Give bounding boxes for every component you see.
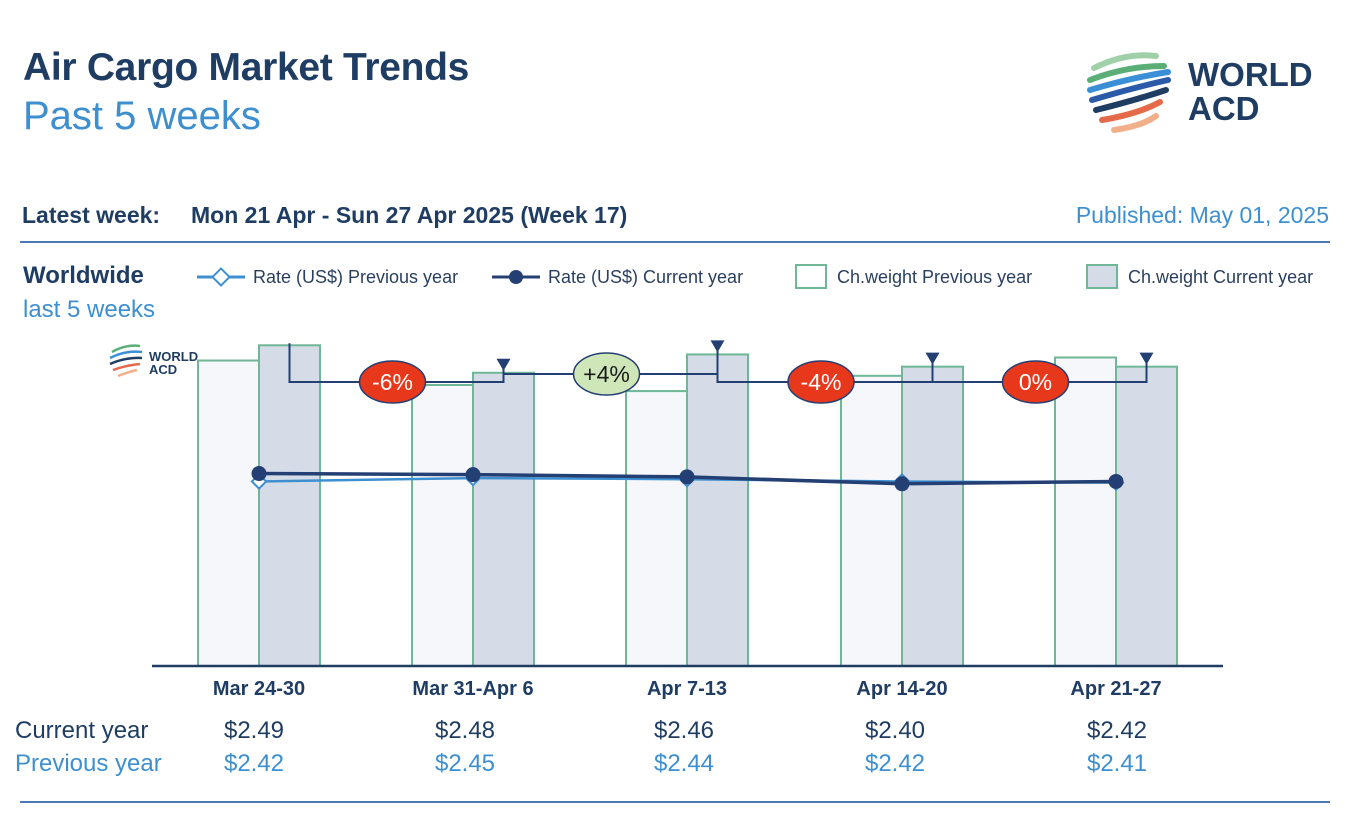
page-subtitle: Past 5 weeks: [23, 94, 261, 138]
change-badge-label: 0%: [1019, 369, 1052, 395]
latest-week-value: Mon 21 Apr - Sun 27 Apr 2025 (Week 17): [191, 202, 628, 228]
watermark-text-acd: ACD: [149, 362, 177, 377]
globe-swoosh-icon: [1087, 52, 1171, 133]
page-title: Air Cargo Market Trends: [23, 46, 470, 89]
world-acd-logo: WORLD ACD: [1087, 52, 1313, 133]
bar-weight-current: [1115, 365, 1178, 668]
bar-weight-previous: [1054, 356, 1117, 668]
latest-week-label: Latest week:: [22, 202, 161, 228]
published-date: Published: May 01, 2025: [1075, 202, 1329, 228]
watermark-swoosh-icon: [109, 344, 143, 378]
x-tick-label: Apr 7-13: [647, 678, 727, 700]
rate-current-value: $2.48: [434, 717, 496, 744]
change-badge-label: -4%: [801, 369, 842, 395]
divider-top: [20, 241, 1330, 243]
rate-current-point: [679, 469, 695, 485]
bar-weight-previous: [625, 390, 688, 667]
rate-previous-value: $2.45: [434, 750, 496, 777]
change-badge: [787, 360, 855, 404]
change-badge: [358, 360, 427, 404]
x-tick-label: Mar 24-30: [213, 678, 305, 700]
rate-current-point: [1108, 473, 1124, 489]
line-dot-icon: [492, 270, 540, 284]
arrow-down-icon: [1139, 352, 1154, 365]
legend-item-rate-previous: Rate (US$) Previous year: [197, 264, 458, 290]
rate-previous-value: $2.44: [653, 750, 715, 777]
chart-watermark: WORLD ACD: [109, 344, 198, 378]
logo-text-acd: ACD: [1188, 90, 1260, 127]
x-tick-label: Mar 31-Apr 6: [412, 678, 533, 700]
hollow-square-icon: [795, 264, 827, 289]
legend-item-weight-current: Ch.weight Current year: [1086, 264, 1313, 290]
legend-label: Ch.weight Current year: [1128, 266, 1314, 287]
divider-bottom: [20, 801, 1330, 803]
rate-current-value: $2.46: [653, 717, 715, 744]
change-badge-label: +4%: [583, 361, 630, 387]
rate-current-value: $2.40: [864, 717, 926, 744]
region-name: Worldwide: [23, 262, 144, 289]
line-diamond-icon: [197, 267, 245, 287]
rate-previous-value: $2.41: [1086, 750, 1148, 777]
row-label-current-year: Current year: [15, 717, 149, 744]
rate-current-point: [894, 476, 910, 492]
arrow-down-icon: [925, 352, 940, 365]
rate-current-point: [251, 466, 267, 482]
rate-current-value: $2.49: [223, 717, 285, 744]
region-period: last 5 weeks: [23, 296, 156, 323]
arrow-down-icon: [710, 340, 725, 353]
change-badge-label: -6%: [372, 369, 413, 395]
bar-weight-current: [901, 365, 964, 668]
legend-label: Rate (US$) Current year: [548, 266, 744, 287]
row-label-previous-year: Previous year: [15, 750, 162, 777]
filled-square-icon: [1086, 264, 1118, 289]
rate-previous-value: $2.42: [864, 750, 926, 777]
bar-weight-previous: [840, 374, 903, 668]
watermark-text-world: WORLD: [149, 349, 198, 364]
change-badge: [572, 352, 641, 396]
arrow-down-icon: [496, 358, 511, 371]
legend-label: Ch.weight Previous year: [837, 266, 1033, 287]
legend-item-weight-previous: Ch.weight Previous year: [795, 264, 1032, 290]
bar-weight-previous: [411, 383, 474, 668]
bar-weight-current: [258, 344, 321, 667]
rate-current-value: $2.42: [1086, 717, 1148, 744]
market-trends-chart: WORLD ACD -6% +4% -4% 0% Mar 24-30 Mar 31-Ap…: [109, 340, 1223, 700]
change-badge: [1001, 360, 1070, 404]
bar-weight-current: [472, 371, 535, 667]
rate-previous-value: $2.42: [223, 750, 285, 777]
logo-text-world: WORLD: [1188, 56, 1313, 93]
legend-label: Rate (US$) Previous year: [253, 266, 459, 287]
bar-weight-current: [686, 353, 749, 667]
x-tick-label: Apr 14-20: [856, 678, 947, 700]
x-tick-label: Apr 21-27: [1070, 678, 1161, 700]
legend-item-rate-current: Rate (US$) Current year: [492, 264, 743, 290]
rate-current-point: [465, 467, 481, 483]
bar-weight-previous: [197, 359, 260, 668]
